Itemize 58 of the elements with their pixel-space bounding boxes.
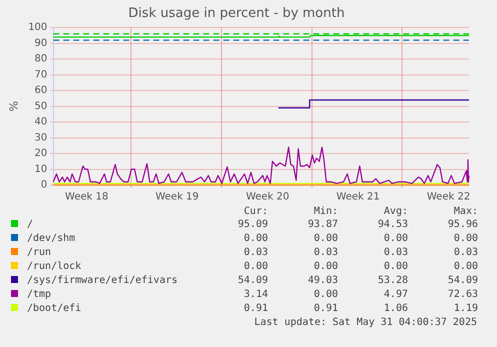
text: Cur:	[242, 206, 268, 218]
y-tick-label: 70	[34, 69, 48, 80]
y-tick-label: 90	[34, 38, 48, 49]
legend-label: /tmp	[26, 288, 52, 302]
x-tick-label: Week 21	[336, 192, 380, 203]
text: 4.97	[382, 288, 408, 302]
text: 0.03	[452, 246, 478, 260]
legend-label: /boot/efi	[26, 302, 82, 316]
text: 0.00	[312, 288, 338, 302]
text: 0.03	[242, 246, 268, 260]
y-axis-title: %	[7, 101, 20, 112]
legend-label: /dev/shm	[26, 232, 76, 246]
text: 0.03	[312, 246, 338, 260]
text: 0.00	[242, 232, 268, 246]
text: 72.63	[446, 288, 478, 302]
x-tick-label: Week 18	[65, 192, 108, 203]
chart-title: Disk usage in percent - by month	[128, 6, 345, 22]
text: 3.14	[242, 288, 268, 302]
text: 0.00	[312, 232, 338, 246]
text: Max:	[452, 206, 478, 218]
text: Min:	[312, 206, 338, 218]
x-tick-label: Week 22	[426, 192, 470, 203]
text: 95.96	[446, 218, 478, 232]
y-tick-label: 10	[34, 164, 48, 175]
text: 49.03	[306, 274, 338, 288]
text: 54.09	[446, 274, 478, 288]
y-tick-label: 20	[34, 148, 48, 160]
text: 53.28	[376, 274, 408, 288]
legend-label: /	[26, 218, 34, 232]
text: 0.91	[242, 302, 268, 316]
y-tick-label: 40	[34, 116, 48, 128]
legend-label: /run/lock	[26, 260, 82, 274]
x-tick-label: Week 19	[155, 192, 199, 203]
y-tick-label: 80	[34, 54, 48, 65]
y-tick-label: 50	[34, 100, 48, 112]
text: 0.91	[312, 302, 338, 316]
text: 0.00	[452, 232, 478, 246]
text: 54.09	[236, 274, 268, 288]
text: 94.53	[376, 218, 408, 232]
text: 0.00	[312, 260, 338, 274]
text: 0.00	[382, 232, 408, 246]
y-tick-label: 0	[40, 180, 48, 191]
text: 0.03	[382, 246, 408, 260]
text: 95.09	[236, 218, 268, 232]
text: Avg:	[382, 206, 408, 218]
y-tick-label: 30	[34, 132, 48, 144]
text: Last update: Sat May 31 04:00:37 2025	[253, 316, 478, 330]
y-tick-label: 60	[34, 85, 48, 96]
text: 0.00	[452, 260, 478, 274]
y-tick-label: 100	[28, 22, 48, 34]
text: 0.00	[382, 260, 408, 274]
x-tick-label: Week 20	[246, 192, 290, 203]
legend-label: /sys/firmware/efi/efivars	[26, 274, 179, 288]
legend-label: /run	[26, 246, 52, 260]
text: 1.06	[382, 302, 408, 316]
text: 1.19	[452, 302, 478, 316]
text: 93.87	[306, 218, 338, 232]
text: 0.00	[242, 260, 268, 274]
